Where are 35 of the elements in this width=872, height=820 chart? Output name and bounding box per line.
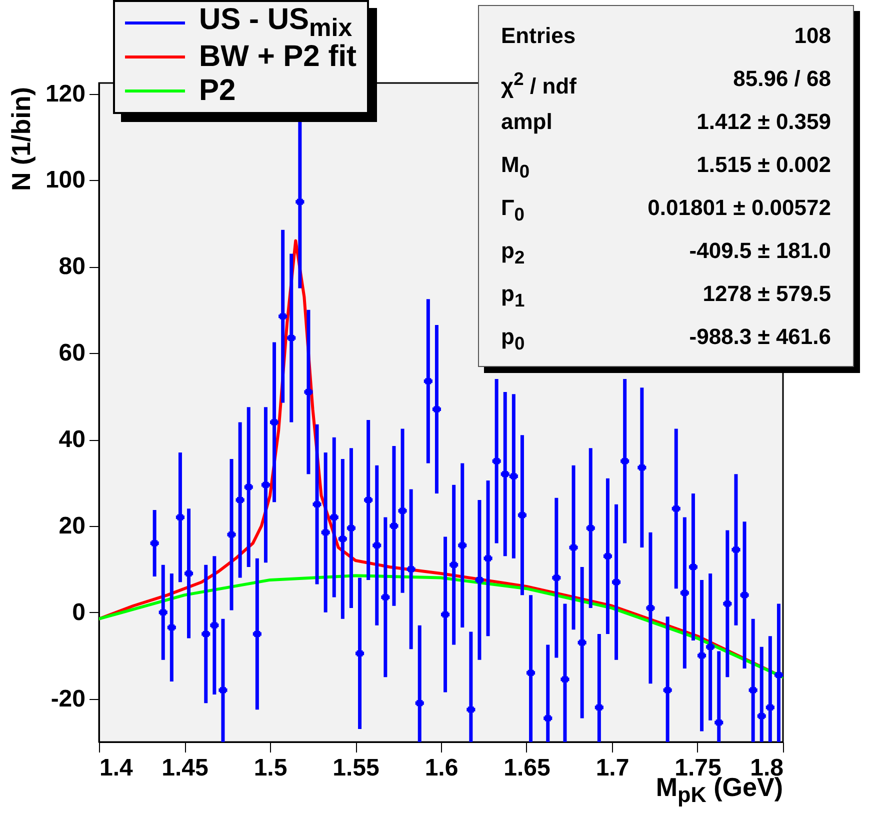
annotation: -409.5 ± 181.0 xyxy=(688,237,831,265)
annotation: ampl xyxy=(501,108,554,136)
y-axis-title: N (1/bin) xyxy=(6,87,37,191)
text: 108 xyxy=(793,22,831,50)
annotation: M$_{0}$ xyxy=(501,151,531,184)
y-tick-label: 80 xyxy=(58,253,86,280)
annotation: p$_{1}$ xyxy=(501,280,526,312)
x-tick-label: 1.6 xyxy=(424,754,458,782)
annotation: 1.515 ± 0.002 xyxy=(696,151,831,179)
annotation: -988.3 ± 461.6 xyxy=(688,323,831,351)
x-tick-label: 1.45 xyxy=(162,754,208,782)
annotation: 1278 ± 579.5 xyxy=(702,280,831,308)
y-tick-label: 0 xyxy=(72,598,86,626)
legend-label: P2 xyxy=(199,74,236,108)
y-tick-label: 120 xyxy=(45,80,86,108)
annotation: χ$^{2}$ / ndf xyxy=(501,67,578,100)
x-tick-label: 1.4 xyxy=(100,754,134,782)
y-tick-label: -20 xyxy=(50,685,86,712)
y-tick-label: 100 xyxy=(45,166,86,194)
y-tick-label: 40 xyxy=(58,426,86,454)
annotation: p$_{2}$ xyxy=(501,237,526,270)
y-tick-label: 20 xyxy=(58,512,86,540)
x-tick-label: 1.5 xyxy=(254,754,288,782)
legend-label: US - US$_{mix}$ xyxy=(199,3,352,42)
annotation: Γ$_{0}$ xyxy=(501,194,526,226)
legend-label: BW + P2 fit xyxy=(199,40,357,74)
annotation: 85.96 / 68 xyxy=(732,65,831,93)
y-tick-label: 60 xyxy=(58,340,86,367)
annotation: 0.01801 ± 0.00572 xyxy=(646,194,831,222)
x-tick-label: 1.65 xyxy=(504,754,550,782)
x-tick-label: 1.55 xyxy=(332,754,380,782)
text: Entries xyxy=(501,22,577,50)
annotation: 1.412 ± 0.359 xyxy=(696,108,831,136)
annotation: p$_{0}$ xyxy=(501,323,526,356)
x-tick-label: 1.7 xyxy=(596,754,630,782)
